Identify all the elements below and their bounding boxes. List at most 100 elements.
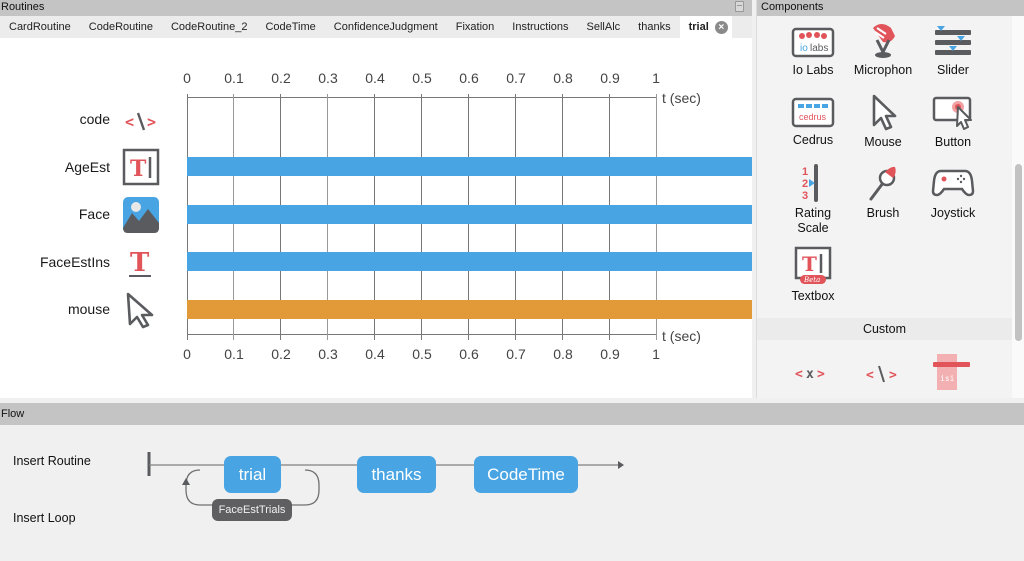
- component-label-faceestins[interactable]: FaceEstIns: [39, 254, 110, 270]
- svg-text:T: T: [130, 248, 150, 278]
- flow-routine-codetime[interactable]: CodeTime: [474, 456, 578, 493]
- tick-label-top: 0.5: [412, 70, 432, 86]
- tab-coderoutine[interactable]: CodeRoutine: [88, 21, 153, 33]
- component-bar-faceestins[interactable]: [187, 252, 752, 271]
- tick-label-bottom: 0.9: [600, 346, 620, 362]
- component-cedrus[interactable]: cedrus Cedrus: [777, 96, 849, 148]
- tab-fixation[interactable]: Fixation: [455, 21, 495, 33]
- textbox-beta-icon: T Beta: [794, 246, 832, 284]
- component-bar-mouse[interactable]: [187, 300, 752, 319]
- svg-text:labs: labs: [810, 43, 828, 54]
- loop-arrow-icon: [182, 478, 190, 485]
- brush-icon: [869, 166, 896, 201]
- component-iolabs[interactable]: io labs Io Labs: [777, 26, 849, 78]
- tab-confidencejudgment[interactable]: ConfidenceJudgment: [333, 21, 438, 33]
- rating-scale-icon: 1 2 3: [802, 164, 818, 202]
- cedrus-icon: cedrus: [791, 97, 835, 128]
- component-bar-ageest[interactable]: [187, 157, 752, 176]
- component-label-ageest[interactable]: AgeEst: [64, 159, 110, 175]
- svg-text:1: 1: [802, 166, 808, 178]
- tick-label-bottom: 1: [652, 346, 660, 362]
- mouse-icon[interactable]: [122, 291, 160, 329]
- tick-label-bottom: 0.2: [271, 346, 291, 362]
- tick-label-bottom: 0.3: [318, 346, 338, 362]
- component-bar-face[interactable]: [187, 205, 752, 224]
- components-scrollbar[interactable]: [1012, 16, 1024, 398]
- tick-label-top: 0.6: [459, 70, 479, 86]
- flow-routine-trial[interactable]: trial: [224, 456, 281, 493]
- scrollbar-thumb[interactable]: [1015, 164, 1022, 341]
- svg-text:3: 3: [802, 190, 808, 202]
- components-panel-title: Components: [761, 1, 824, 13]
- tick-label-top: 0.8: [553, 70, 573, 86]
- svg-text:isi: isi: [940, 374, 955, 383]
- custom-section-header: Custom: [757, 318, 1012, 340]
- axis-title-top: t (sec): [662, 90, 701, 106]
- component-mouse[interactable]: Mouse: [847, 94, 919, 150]
- component-microphone[interactable]: Microphon: [847, 22, 919, 78]
- axis-title-bottom: t (sec): [662, 328, 701, 344]
- slider-icon: [935, 26, 971, 55]
- text-icon[interactable]: T: [122, 243, 160, 281]
- static-isi-icon[interactable]: isi: [933, 352, 973, 392]
- flow-loop-faceesttrials[interactable]: FaceEstTrials: [212, 499, 292, 521]
- code-icon[interactable]: < >: [865, 362, 901, 386]
- tick-label-top: 0.9: [600, 70, 620, 86]
- flow-panel-title: Flow: [1, 408, 25, 420]
- tick-label-top: 0.4: [365, 70, 385, 86]
- tab-sellalc[interactable]: SellAlc: [586, 21, 621, 33]
- component-label-mouse[interactable]: mouse: [67, 301, 110, 317]
- component-brush[interactable]: Brush: [847, 163, 919, 221]
- tick-label-top: 1: [652, 70, 660, 86]
- component-rating-scale[interactable]: 1 2 3 Rating Scale: [777, 163, 849, 236]
- component-label-code[interactable]: code: [79, 111, 110, 127]
- component-label: Brush: [866, 206, 900, 220]
- component-slider[interactable]: Slider: [917, 24, 989, 78]
- component-textbox[interactable]: T Beta Textbox: [777, 246, 849, 304]
- textbox-icon[interactable]: T: [122, 148, 160, 186]
- flow-routine-thanks[interactable]: thanks: [357, 456, 436, 493]
- component-button[interactable]: Button: [917, 94, 989, 150]
- insert-loop-button[interactable]: Insert Loop: [13, 511, 76, 525]
- svg-text:<: <: [125, 113, 134, 131]
- tab-thanks[interactable]: thanks: [638, 21, 671, 33]
- top-axis: [187, 97, 657, 98]
- svg-text:2: 2: [802, 178, 808, 190]
- svg-text:cedrus: cedrus: [799, 112, 827, 122]
- tick-label-bottom: 0: [183, 346, 191, 362]
- tab-instructions[interactable]: Instructions: [512, 21, 569, 33]
- tick-label-bottom: 0.7: [506, 346, 526, 362]
- image-icon[interactable]: [122, 196, 160, 234]
- component-label: Button: [934, 135, 972, 149]
- tick-label-bottom: 0.4: [365, 346, 385, 362]
- button-icon: [932, 96, 972, 130]
- svg-text:io: io: [800, 43, 808, 54]
- tick-label-top: 0: [183, 70, 191, 86]
- tab-cardroutine[interactable]: CardRoutine: [9, 21, 71, 33]
- tab-trial-label: trial: [688, 20, 709, 33]
- svg-text:T: T: [130, 156, 147, 182]
- svg-text:>: >: [889, 368, 897, 383]
- component-joystick[interactable]: Joystick: [917, 163, 989, 221]
- tick-label-top: 0.1: [224, 70, 244, 86]
- close-icon[interactable]: ×: [714, 20, 728, 34]
- components-panel: Components io labs Io Labs Microphon: [756, 0, 1024, 398]
- component-label: Joystick: [930, 206, 976, 220]
- insert-routine-button[interactable]: Insert Routine: [13, 454, 91, 468]
- iolabs-icon: io labs: [791, 27, 835, 58]
- tab-coderoutine-2[interactable]: CodeRoutine_2: [170, 21, 248, 33]
- tab-codetime[interactable]: CodeTime: [265, 21, 316, 33]
- mouse-icon: [872, 94, 897, 131]
- tick-label-bottom: 0.1: [224, 346, 244, 362]
- panel-pin-icon[interactable]: [735, 1, 744, 12]
- bottom-axis: [187, 334, 657, 335]
- routines-panel: Routines CardRoutine CodeRoutine CodeRou…: [0, 0, 752, 398]
- component-label-face[interactable]: Face: [78, 206, 110, 222]
- microphone-icon: [873, 24, 895, 58]
- component-label: Slider: [937, 63, 969, 77]
- variable-icon[interactable]: < x >: [795, 362, 831, 384]
- tab-trial[interactable]: trial ×: [679, 16, 732, 38]
- svg-text:>: >: [147, 113, 156, 131]
- svg-text:Beta: Beta: [803, 276, 820, 284]
- code-icon[interactable]: < >: [122, 102, 160, 140]
